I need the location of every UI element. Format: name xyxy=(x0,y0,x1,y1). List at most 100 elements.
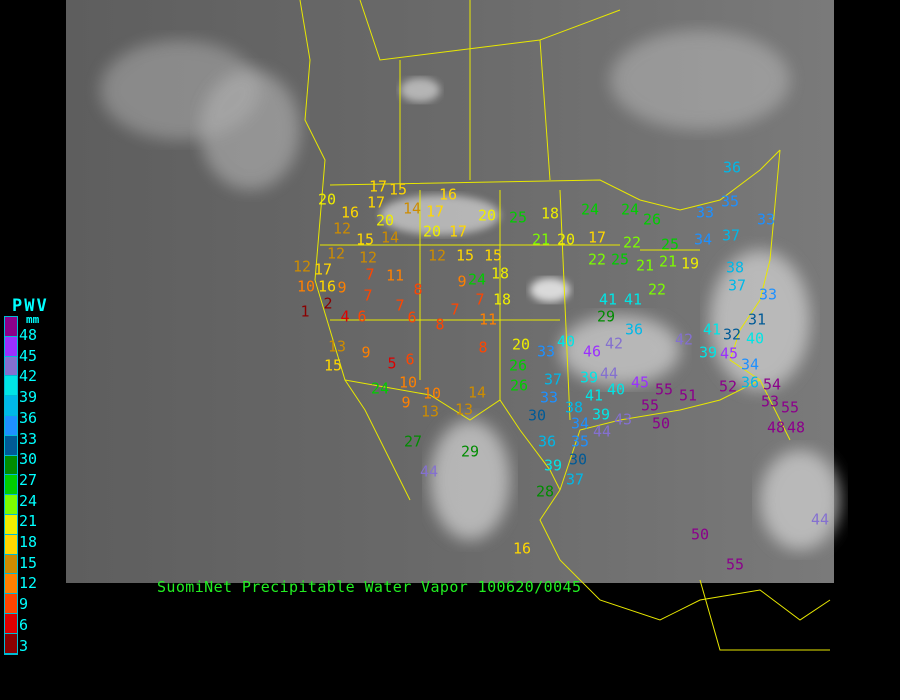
legend-swatch xyxy=(5,475,17,496)
station-pwv-value: 30 xyxy=(569,451,587,469)
station-pwv-value: 33 xyxy=(537,343,555,361)
station-pwv-value: 39 xyxy=(592,406,610,424)
station-pwv-value: 55 xyxy=(641,397,659,415)
station-pwv-value: 10 xyxy=(399,374,417,392)
legend-swatch xyxy=(5,554,17,575)
station-pwv-value: 34 xyxy=(741,356,759,374)
station-pwv-value: 7 xyxy=(475,291,484,309)
pwv-legend: PWV mm 48 45 42 39 36 33 30 27 24 21 18 15 12 9 6 3 xyxy=(4,296,60,655)
station-pwv-value: 12 xyxy=(428,247,446,265)
station-pwv-value: 13 xyxy=(328,338,346,356)
station-pwv-value: 21 xyxy=(659,253,677,271)
station-pwv-value: 4 xyxy=(340,308,349,326)
legend-label: 9 xyxy=(19,595,29,614)
station-pwv-value: 29 xyxy=(597,308,615,326)
station-pwv-value: 17 xyxy=(426,203,444,221)
station-pwv-value: 14 xyxy=(381,229,399,247)
clouds xyxy=(100,30,840,550)
station-pwv-value: 14 xyxy=(403,200,421,218)
station-pwv-value: 33 xyxy=(696,204,714,222)
station-pwv-value: 9 xyxy=(457,273,466,291)
station-pwv-value: 20 xyxy=(376,212,394,230)
station-pwv-value: 39 xyxy=(580,369,598,387)
legend-swatch xyxy=(5,534,17,555)
station-pwv-value: 41 xyxy=(703,321,721,339)
station-pwv-value: 16 xyxy=(318,278,336,296)
legend-swatch xyxy=(5,415,17,436)
station-pwv-value: 18 xyxy=(491,265,509,283)
legend-swatch xyxy=(5,356,17,377)
station-pwv-value: 33 xyxy=(757,211,775,229)
station-pwv-value: 44 xyxy=(420,463,438,481)
station-pwv-value: 24 xyxy=(581,201,599,219)
legend-color-bar xyxy=(4,316,18,655)
station-pwv-value: 50 xyxy=(691,526,709,544)
station-pwv-value: 17 xyxy=(314,261,332,279)
station-pwv-value: 18 xyxy=(493,291,511,309)
station-pwv-value: 55 xyxy=(726,556,744,574)
station-pwv-value: 36 xyxy=(723,159,741,177)
station-pwv-value: 39 xyxy=(699,344,717,362)
station-pwv-value: 32 xyxy=(723,326,741,344)
station-pwv-value: 21 xyxy=(636,257,654,275)
station-pwv-value: 22 xyxy=(623,234,641,252)
station-pwv-value: 38 xyxy=(565,399,583,417)
station-pwv-value: 11 xyxy=(479,311,497,329)
station-pwv-value: 21 xyxy=(532,231,550,249)
station-pwv-value: 54 xyxy=(763,376,781,394)
station-pwv-value: 46 xyxy=(583,343,601,361)
station-pwv-value: 16 xyxy=(439,186,457,204)
political-borders xyxy=(299,0,831,651)
legend-label: 33 xyxy=(19,429,38,448)
legend-label: 39 xyxy=(19,388,38,407)
map-caption: SuomiNet Precipitable Water Vapor 100620… xyxy=(157,578,582,596)
legend-swatch xyxy=(5,455,17,476)
station-pwv-value: 37 xyxy=(728,277,746,295)
station-pwv-value: 15 xyxy=(389,181,407,199)
station-pwv-value: 52 xyxy=(719,378,737,396)
station-pwv-value: 20 xyxy=(478,207,496,225)
station-pwv-value: 45 xyxy=(720,345,738,363)
station-pwv-value: 15 xyxy=(324,357,342,375)
station-pwv-value: 7 xyxy=(363,287,372,305)
station-pwv-value: 7 xyxy=(365,266,374,284)
station-pwv-value: 40 xyxy=(557,333,575,351)
station-pwv-value: 12 xyxy=(333,220,351,238)
station-pwv-value: 6 xyxy=(405,351,414,369)
station-pwv-value: 5 xyxy=(387,355,396,373)
legend-label: 21 xyxy=(19,512,38,531)
legend-label: 27 xyxy=(19,470,38,489)
station-pwv-value: 20 xyxy=(423,223,441,241)
station-pwv-value: 41 xyxy=(585,387,603,405)
station-pwv-value: 17 xyxy=(367,194,385,212)
station-pwv-value: 20 xyxy=(512,336,530,354)
station-pwv-value: 12 xyxy=(359,249,377,267)
legend-label: 30 xyxy=(19,450,38,469)
legend-label: 42 xyxy=(19,367,38,386)
station-pwv-value: 19 xyxy=(681,255,699,273)
station-pwv-value: 36 xyxy=(741,374,759,392)
station-pwv-value: 33 xyxy=(540,389,558,407)
station-pwv-value: 29 xyxy=(461,443,479,461)
station-pwv-value: 34 xyxy=(571,415,589,433)
station-pwv-value: 55 xyxy=(655,381,673,399)
station-pwv-value: 25 xyxy=(509,209,527,227)
station-pwv-value: 35 xyxy=(721,193,739,211)
legend-swatch xyxy=(5,594,17,614)
station-pwv-value: 26 xyxy=(509,357,527,375)
station-pwv-value: 44 xyxy=(593,423,611,441)
station-pwv-value: 25 xyxy=(661,236,679,254)
station-pwv-value: 53 xyxy=(761,393,779,411)
station-pwv-value: 26 xyxy=(510,377,528,395)
station-pwv-value: 22 xyxy=(588,251,606,269)
station-pwv-value: 16 xyxy=(513,540,531,558)
station-pwv-value: 8 xyxy=(478,339,487,357)
station-pwv-value: 26 xyxy=(643,211,661,229)
station-pwv-value: 17 xyxy=(588,229,606,247)
station-pwv-value: 41 xyxy=(599,291,617,309)
station-pwv-value: 34 xyxy=(694,231,712,249)
station-pwv-value: 13 xyxy=(421,403,439,421)
legend-label: 48 xyxy=(19,326,38,344)
station-pwv-value: 7 xyxy=(395,297,404,315)
